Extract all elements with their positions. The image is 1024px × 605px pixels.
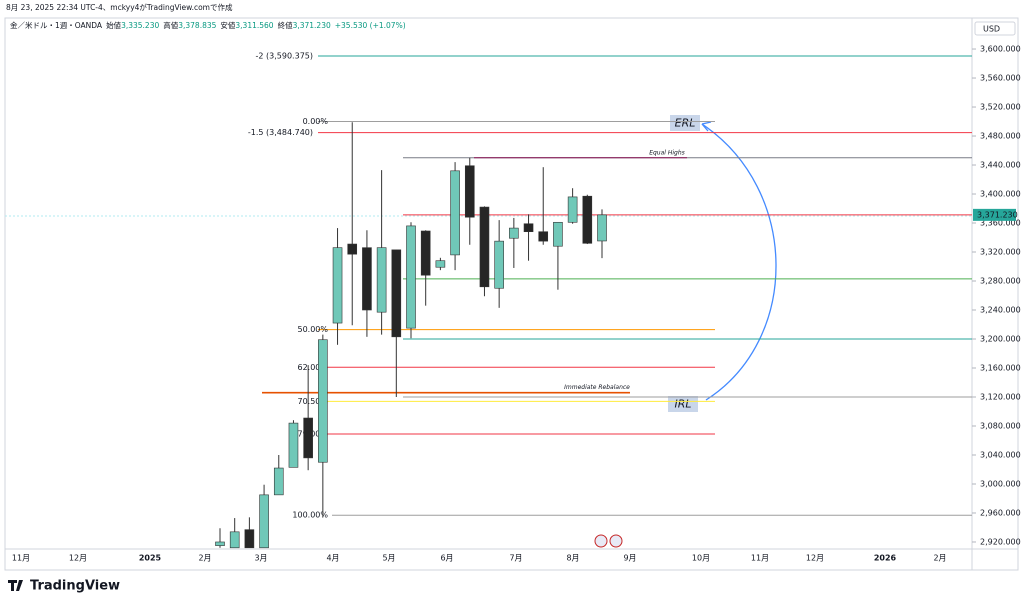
candle-body bbox=[435, 260, 446, 268]
candle-body bbox=[450, 170, 460, 256]
y-tick-label: 3,240.000 bbox=[980, 306, 1021, 315]
x-tick-label: 11月 bbox=[12, 554, 30, 563]
ohlc-label: 終値 bbox=[278, 20, 293, 30]
y-tick-label: 3,080.000 bbox=[980, 421, 1021, 430]
brand: TradingView bbox=[30, 579, 120, 594]
candle-body bbox=[406, 225, 416, 329]
irl-box bbox=[668, 396, 698, 412]
candle-body bbox=[332, 247, 343, 324]
candle-body bbox=[376, 247, 387, 313]
level-label: 50.00% bbox=[297, 325, 328, 334]
candle-body bbox=[273, 467, 284, 496]
y-tick-label: 3,280.000 bbox=[980, 277, 1021, 286]
ohlc-value: 3,371.230 bbox=[293, 21, 331, 30]
logo-mark bbox=[8, 580, 23, 591]
y-tick-label: 3,400.000 bbox=[980, 190, 1021, 199]
x-tick-label: 7月 bbox=[509, 554, 522, 563]
x-tick-label: 2月 bbox=[198, 554, 211, 563]
candle-body bbox=[420, 230, 431, 276]
x-tick-label: 2026 bbox=[874, 554, 897, 563]
y-tick-label: 3,560.000 bbox=[980, 74, 1021, 83]
event-flag[interactable] bbox=[594, 534, 608, 548]
candle-body bbox=[362, 247, 372, 311]
x-tick-label: 2月 bbox=[933, 554, 946, 563]
y-tick-label: 2,960.000 bbox=[980, 508, 1021, 517]
candle-body bbox=[244, 529, 255, 549]
level-label: 70.50% bbox=[297, 397, 328, 406]
x-tick-label: 9月 bbox=[623, 554, 636, 563]
last-price-tag bbox=[973, 208, 1016, 221]
y-tick-label: 3,120.000 bbox=[980, 392, 1021, 401]
x-tick-label: 3月 bbox=[254, 554, 267, 563]
candle-body bbox=[494, 240, 504, 289]
candle-body bbox=[567, 196, 578, 223]
chart-frame bbox=[4, 17, 1019, 571]
x-tick-label: 11月 bbox=[751, 554, 769, 563]
last-price-label: 3,371.230 bbox=[977, 210, 1018, 219]
candle-body bbox=[464, 165, 475, 218]
level-label: -2 (3,590.375) bbox=[256, 52, 313, 61]
candle-body bbox=[509, 227, 519, 239]
y-tick-label: 3,360.000 bbox=[980, 219, 1021, 228]
candle-body bbox=[288, 422, 299, 468]
symbol: 金／米ドル・1週・OANDA 始値3,335.230 高値3,378.835 安値3,… bbox=[10, 20, 406, 30]
x-tick-label: 4月 bbox=[326, 554, 339, 563]
candle-body bbox=[479, 206, 490, 288]
ohlc-label: 始値 bbox=[106, 20, 121, 30]
level-label: 100.00% bbox=[292, 511, 328, 520]
created-note: 8月 23, 2025 22:34 UTC-4、mckyy4がTradingVi… bbox=[6, 2, 233, 12]
ohlc-value: 3,378.835 bbox=[178, 21, 216, 30]
y-tick-label: 2,920.000 bbox=[980, 537, 1021, 546]
symbol-line: 金／米ドル・1週・OANDA 始値3,335.230 高値3,378.835 安値3,… bbox=[10, 20, 406, 30]
candle-body bbox=[391, 249, 402, 338]
arrow bbox=[701, 123, 777, 401]
erl-box bbox=[670, 115, 700, 131]
candle-body bbox=[538, 231, 549, 242]
x-tick-label: 12月 bbox=[69, 554, 87, 563]
x-tick-label: 2025 bbox=[139, 554, 162, 563]
irl-label: IRL bbox=[674, 398, 691, 411]
y-tick-label: 3,320.000 bbox=[980, 248, 1021, 257]
y-tick-label: 3,480.000 bbox=[980, 132, 1021, 141]
level-label: Equal Highs bbox=[649, 149, 685, 156]
candle-body bbox=[553, 221, 563, 247]
level-label: -1.5 (3,484.740) bbox=[248, 128, 313, 137]
y-tick-label: 3,520.000 bbox=[980, 103, 1021, 112]
y-tick-label: 3,160.000 bbox=[980, 363, 1021, 372]
x-tick-label: 12月 bbox=[806, 554, 824, 563]
y-tick-label: 3,040.000 bbox=[980, 450, 1021, 459]
event-flag[interactable] bbox=[609, 534, 623, 548]
candle-body bbox=[303, 417, 313, 459]
y-tick-label: 3,440.000 bbox=[980, 161, 1021, 170]
candle-body bbox=[597, 214, 607, 242]
level-label: 0.00% bbox=[303, 117, 329, 126]
ohlc-value: 3,311.560 bbox=[235, 21, 273, 30]
currency: USD bbox=[983, 25, 1000, 34]
candle-body bbox=[259, 494, 269, 549]
x-tick-label: 5月 bbox=[382, 554, 395, 563]
level-label: Immediate Rebalance bbox=[564, 384, 630, 391]
ohlc-value: 3,335.230 bbox=[121, 21, 159, 30]
x-tick-label: 8月 bbox=[566, 554, 579, 563]
candle-body bbox=[318, 339, 328, 463]
y-tick-label: 3,000.000 bbox=[980, 479, 1021, 488]
candle-body bbox=[523, 223, 534, 233]
x-tick-label: 10月 bbox=[692, 554, 710, 563]
change: +35.530 (+1.07%) bbox=[335, 21, 406, 30]
ohlc-label: 安値 bbox=[220, 20, 235, 30]
y-tick-label: 3,200.000 bbox=[980, 335, 1021, 344]
candle-body bbox=[229, 531, 240, 549]
candle-body bbox=[582, 195, 593, 244]
candle-body bbox=[215, 541, 225, 546]
ohlc-label: 高値 bbox=[163, 20, 178, 30]
candle-body bbox=[347, 243, 358, 255]
currency-box[interactable] bbox=[974, 21, 1016, 36]
arrow-head bbox=[701, 121, 712, 132]
level-label: 62.00% bbox=[297, 363, 328, 372]
y-tick-label: 3,600.000 bbox=[980, 45, 1021, 54]
x-tick-label: 6月 bbox=[440, 554, 453, 563]
erl-label: ERL bbox=[675, 117, 696, 130]
